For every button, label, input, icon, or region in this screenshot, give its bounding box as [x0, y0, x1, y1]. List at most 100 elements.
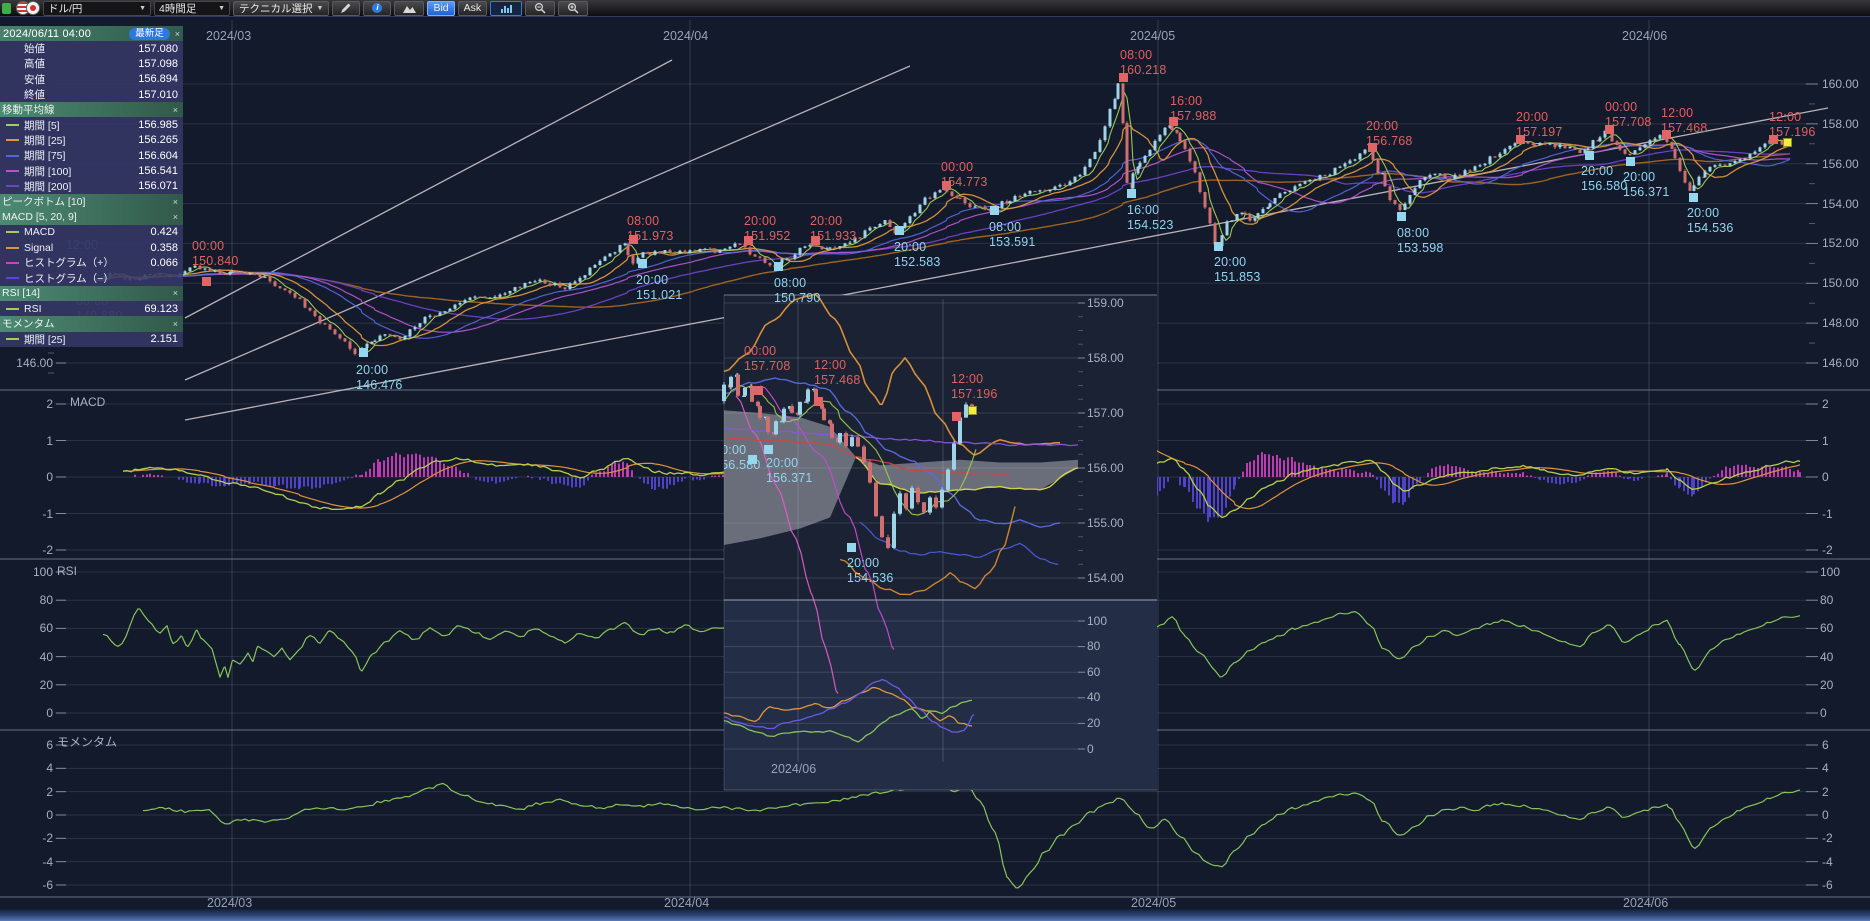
indicator-info-panel: 2024/06/11 04:00 最新足 × 始値 157.080 高値 157.09… [0, 26, 183, 347]
close-icon[interactable]: × [172, 196, 178, 207]
draw-tool-button[interactable] [332, 0, 361, 16]
row-label: 高値 [24, 58, 45, 71]
close-icon[interactable]: × [174, 28, 180, 39]
candle-datetime: 2024/06/11 04:00 [3, 27, 92, 40]
series-swatch [6, 48, 19, 50]
row-value: 0.424 [150, 226, 178, 239]
indicator-row: 終値 157.010 [0, 86, 183, 103]
row-label: Signal [24, 241, 54, 254]
series-swatch [6, 277, 19, 280]
section-header: RSI [14] × [0, 285, 183, 302]
close-icon[interactable]: × [172, 104, 178, 115]
indicator-row: 期間 [25] 156.265 [0, 132, 183, 149]
pair-select[interactable]: ドル/円 ▼ [43, 0, 151, 16]
series-swatch [6, 338, 19, 341]
row-value: 157.080 [138, 42, 178, 55]
timeframe-label: 4時間足 [159, 2, 197, 15]
indicator-row: 安値 156.894 [0, 71, 183, 87]
app-icon [2, 2, 11, 14]
indicator-row: 期間 [75] 156.604 [0, 148, 183, 164]
technical-select-button[interactable]: テクニカル選択 ▼ [233, 0, 330, 16]
row-label: 期間 [5] [24, 119, 60, 132]
bid-label: Bid [433, 2, 449, 14]
row-value: 0.066 [150, 256, 178, 269]
timeframe-select[interactable]: 4時間足 ▼ [154, 0, 230, 16]
series-swatch [6, 170, 19, 173]
row-value: 69.123 [144, 302, 178, 315]
indicator-row: 期間 [100] 156.541 [0, 163, 183, 179]
series-swatch [6, 154, 19, 157]
indicator-row: ヒストグラム（+） 0.066 [0, 255, 183, 271]
section-header: ピークボトム [10] × [0, 193, 183, 210]
row-value: 156.985 [138, 119, 178, 132]
zoom-in-button[interactable] [558, 0, 589, 16]
zoom-in-icon [567, 2, 579, 14]
row-value: 156.604 [138, 149, 178, 162]
series-swatch [6, 94, 19, 96]
row-value: 157.010 [138, 88, 178, 101]
zoom-out-button[interactable] [525, 0, 556, 16]
series-swatch [6, 139, 19, 142]
info-panel-header: 2024/06/11 04:00 最新足 × [0, 26, 183, 41]
series-swatch [6, 261, 19, 264]
row-value: 156.265 [138, 134, 178, 147]
ask-button[interactable]: Ask [457, 0, 488, 16]
row-label: 期間 [25] [24, 134, 66, 147]
section-label: ピークボトム [10] [2, 196, 86, 209]
indicator-row: ヒストグラム（−） [0, 270, 183, 286]
indicator-row: Signal 0.358 [0, 239, 183, 256]
section-label: RSI [14] [2, 287, 40, 300]
row-label: 期間 [25] [24, 333, 66, 346]
section-header: MACD [5, 20, 9] × [0, 209, 183, 225]
zoom-out-icon [534, 2, 546, 14]
series-swatch [6, 78, 19, 80]
row-value: 157.098 [138, 57, 178, 70]
row-value: 156.541 [138, 165, 178, 178]
currency-pair-flags-icon [16, 1, 40, 15]
pencil-icon [341, 3, 351, 13]
series-swatch [6, 307, 19, 310]
chevron-down-icon: ▼ [316, 4, 324, 12]
bid-button[interactable]: Bid [427, 0, 455, 16]
row-value: 156.071 [138, 180, 178, 193]
chevron-down-icon: ▼ [139, 4, 146, 12]
volume-toggle-button[interactable] [490, 0, 523, 16]
series-swatch [6, 231, 19, 234]
row-value: 156.894 [138, 73, 178, 86]
close-icon[interactable]: × [172, 288, 178, 299]
section-label: MACD [5, 20, 9] [2, 210, 77, 223]
series-swatch [6, 185, 19, 188]
section-label: モメンタム [2, 318, 55, 331]
info-panel-body: 始値 157.080 高値 157.098 安値 156.894 終値 157.010 移動平均… [0, 41, 183, 347]
row-value: 2.151 [150, 333, 178, 346]
series-swatch [6, 124, 19, 127]
row-label: 始値 [24, 43, 45, 56]
info-button[interactable]: i [363, 0, 392, 16]
indicator-row: 高値 157.098 [0, 56, 183, 72]
row-label: 安値 [24, 73, 45, 86]
latest-candle-button[interactable]: 最新足 [129, 27, 170, 40]
indicator-row: 期間 [200] 156.071 [0, 178, 183, 194]
chevron-down-icon: ▼ [218, 4, 225, 12]
close-icon[interactable]: × [172, 211, 178, 222]
window-bottom-bar [0, 909, 1870, 921]
indicator-row: RSI 69.123 [0, 301, 183, 317]
row-label: MACD [24, 226, 55, 239]
pair-label: ドル/円 [48, 2, 83, 15]
row-label: ヒストグラム（−） [24, 272, 114, 285]
section-label: 移動平均線 [2, 104, 55, 117]
row-value: 0.358 [150, 241, 178, 254]
jp-flag-icon [26, 1, 40, 15]
histogram-icon [500, 4, 512, 13]
toolbar: ドル/円 ▼ 4時間足 ▼ テクニカル選択 ▼ i Bid Ask [0, 0, 1870, 17]
series-swatch [6, 246, 19, 249]
technical-label: テクニカル選択 [239, 2, 313, 15]
close-icon[interactable]: × [172, 318, 178, 329]
chart-type-button[interactable] [394, 0, 425, 16]
row-label: RSI [24, 302, 42, 315]
indicator-row: 始値 157.080 [0, 41, 183, 57]
row-label: 終値 [24, 89, 45, 102]
series-swatch [6, 63, 19, 65]
